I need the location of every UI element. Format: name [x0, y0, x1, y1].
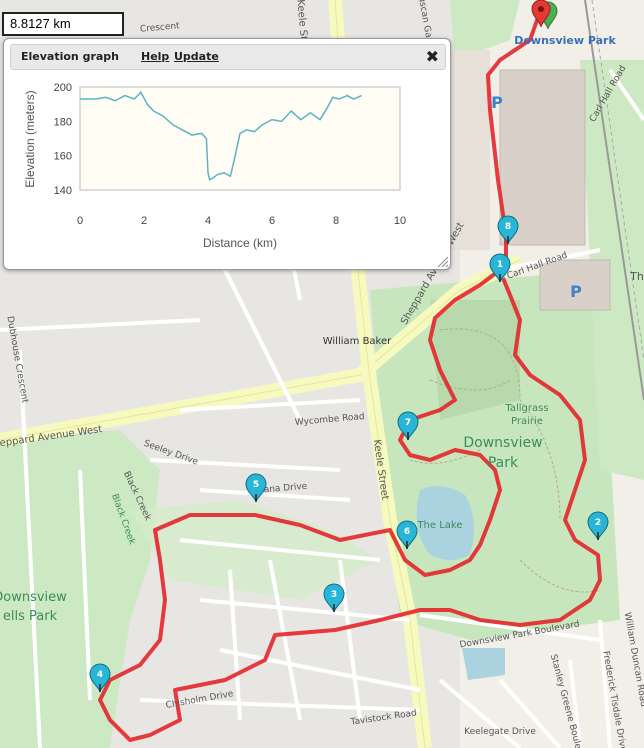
x-tick-label: 4	[205, 215, 211, 227]
map-label-crescent-top: Crescent	[140, 21, 181, 34]
x-tick-label: 2	[141, 215, 147, 227]
waypoint-label: 4	[97, 670, 103, 680]
waypoint-marker-3[interactable]: 3	[323, 583, 345, 613]
map-label-downsview-park-poi: Downsview Park	[514, 34, 616, 47]
y-tick-label: 160	[54, 151, 72, 163]
map-label-prairie: Prairie	[511, 416, 543, 427]
waypoint-marker-8[interactable]: 8	[497, 215, 519, 245]
map-label-th: Th	[629, 270, 644, 283]
distance-readout: 8.8127 km	[2, 12, 124, 36]
waypoint-label: 7	[405, 418, 411, 428]
x-axis-label: Distance (km)	[203, 236, 277, 250]
map-label-downsview-park-area: Downsview	[463, 435, 542, 451]
building	[499, 69, 586, 246]
waypoint-marker-1[interactable]: 1	[489, 253, 511, 283]
y-tick-label: 200	[54, 82, 72, 94]
waypoint-marker-6[interactable]: 6	[396, 520, 418, 550]
lake	[416, 486, 474, 560]
y-tick-label: 180	[54, 116, 72, 128]
minor-roads	[0, 39, 644, 748]
waypoint-label: 6	[404, 527, 410, 537]
map-label-the-lake: The Lake	[416, 520, 462, 531]
x-tick-label: 0	[77, 215, 83, 227]
plot-area	[79, 86, 401, 191]
map-label-tallgrass: Tallgrass	[504, 403, 548, 414]
waypoint-marker-2[interactable]: 2	[587, 511, 609, 541]
elevation-panel-title: Elevation graph	[21, 50, 120, 63]
waypoint-label: 8	[505, 222, 511, 232]
map-label-downsview-dells-1: Downsview	[0, 590, 67, 605]
map-label-keelegate: Keelegate Drive	[464, 727, 536, 737]
waypoint-label: 1	[497, 260, 503, 270]
waypoint-marker-5[interactable]: 5	[245, 473, 267, 503]
map-label-downsview-park-area2: Park	[488, 455, 519, 471]
map-label-downsview-dells-2: ells Park	[3, 609, 58, 624]
x-tick-label: 10	[394, 215, 406, 227]
elevation-series-line	[80, 90, 362, 181]
y-axis-label: Elevation (meters)	[23, 90, 37, 187]
update-link[interactable]: Update	[174, 50, 219, 63]
waypoint-marker-4[interactable]: 4	[89, 663, 111, 693]
y-tick-label: 140	[54, 185, 72, 197]
elevation-chart: 0 2 4 6 8 10 140 160 180 200 Distance (km) Elevat…	[23, 82, 406, 250]
close-icon[interactable]: ✖	[425, 47, 439, 66]
help-link[interactable]: Help	[141, 50, 170, 63]
resize-grip-icon[interactable]	[436, 255, 448, 267]
waypoint-marker-7[interactable]: 7	[397, 411, 419, 441]
waypoint-label: 5	[253, 480, 259, 490]
waypoint-label: 3	[331, 590, 337, 600]
waypoint-label: 2	[595, 518, 601, 528]
map-label-parking-p: P	[491, 93, 503, 112]
map-label-william-baker: William Baker	[323, 336, 392, 347]
elevation-panel-header[interactable]: Elevation graph Help Update ✖	[10, 44, 446, 70]
park-area	[0, 430, 160, 748]
x-tick-label: 6	[269, 215, 275, 227]
x-tick-label: 8	[333, 215, 339, 227]
elevation-panel: Elevation graph Help Update ✖ 0 2 4 6 8 10 140…	[3, 38, 451, 270]
map-label-parking-p2: P	[570, 282, 582, 301]
route-path	[98, 11, 602, 742]
start-marker[interactable]	[531, 0, 551, 28]
